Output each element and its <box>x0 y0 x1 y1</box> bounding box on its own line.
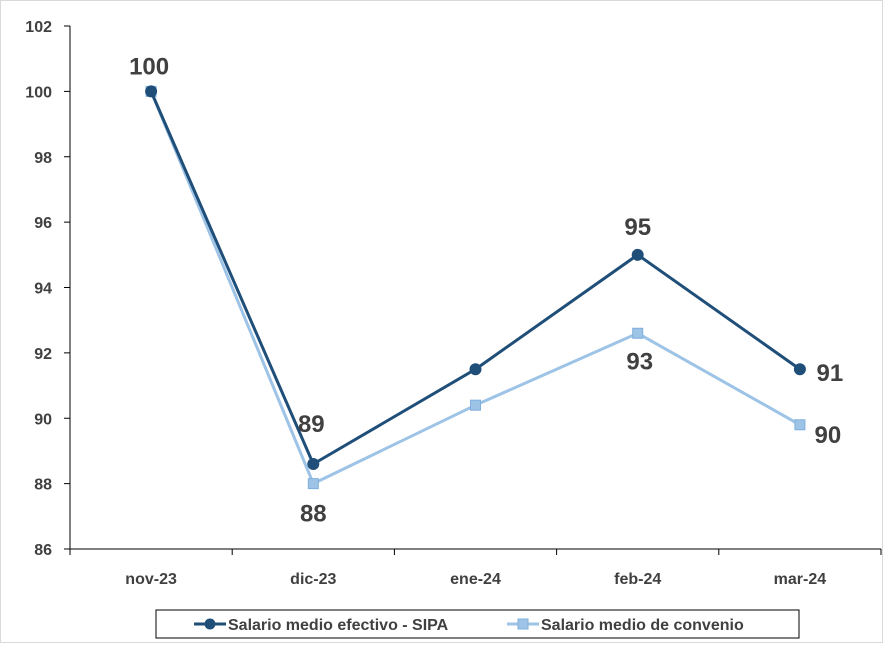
y-tick-label: 100 <box>25 84 52 101</box>
x-tick-label: nov-23 <box>125 571 177 588</box>
y-tick-labels: 86 88 90 92 94 96 98 100 102 <box>25 19 52 559</box>
y-tick-label: 98 <box>34 150 52 167</box>
data-point-convenio <box>470 399 481 411</box>
y-tick-label: 92 <box>34 346 52 363</box>
series <box>145 85 806 490</box>
legend-marker-convenio <box>517 618 529 630</box>
x-tick-label: mar-24 <box>774 571 827 588</box>
legend-box <box>155 609 800 639</box>
y-tick-label: 86 <box>34 542 52 559</box>
legend-marker-sipa <box>204 618 216 630</box>
x-tick-label: feb-24 <box>614 571 661 588</box>
data-point-convenio <box>632 327 644 339</box>
y-tick-label: 96 <box>34 215 52 232</box>
data-point-sipa <box>793 363 806 376</box>
data-point-sipa <box>469 363 482 376</box>
y-tick-label: 102 <box>25 19 52 36</box>
legend-label-sipa: Salario medio efectivo - SIPA <box>228 617 449 634</box>
data-point-sipa <box>631 248 644 261</box>
x-tick-label: dic-23 <box>290 571 336 588</box>
data-point-sipa <box>145 85 158 98</box>
y-tick-label: 90 <box>34 411 52 428</box>
y-tick-label: 94 <box>34 281 52 298</box>
data-label: 100 <box>129 53 169 80</box>
data-point-convenio <box>794 419 806 431</box>
y-tick-label: 88 <box>34 477 52 494</box>
data-point-convenio <box>307 478 319 490</box>
data-label: 89 <box>298 411 325 438</box>
data-label: 88 <box>300 501 327 528</box>
data-label: 95 <box>624 214 651 241</box>
data-point-sipa <box>307 458 320 471</box>
x-tick-labels: nov-23 dic-23 ene-24 feb-24 mar-24 <box>125 571 826 588</box>
x-tick-label: ene-24 <box>450 571 501 588</box>
data-labels: 100 89 95 91 88 93 90 <box>129 53 843 527</box>
axes <box>64 25 882 555</box>
legend-label-convenio: Salario medio de convenio <box>541 617 744 634</box>
data-label: 91 <box>817 360 844 387</box>
data-label: 90 <box>815 422 842 449</box>
data-label: 93 <box>626 348 653 375</box>
legend: Salario medio efectivo - SIPA Salario med… <box>155 609 800 639</box>
